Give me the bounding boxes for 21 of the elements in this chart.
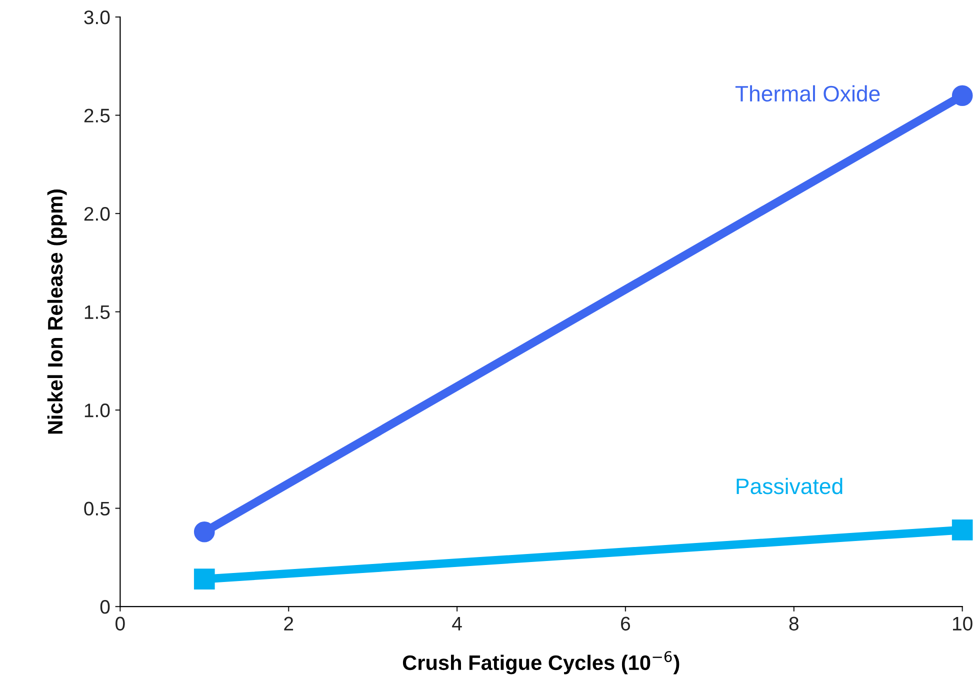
y-tick-label: 0.5 [84, 502, 110, 516]
y-tick-label: 1.0 [84, 404, 110, 418]
x-tick-label: 6 [621, 616, 630, 631]
x-tick-label: 2 [284, 616, 294, 630]
y-tick-label: 2.5 [84, 108, 110, 122]
point [194, 568, 215, 590]
x-axis-title: Crush Fatigue Cycles (10$^{−6}$) [402, 651, 680, 674]
series-label: Passivated [736, 478, 842, 494]
y-tick-label: 0 [100, 600, 110, 614]
x-tick-label: 0 [116, 616, 125, 631]
y-tick-label: 2.0 [84, 206, 110, 221]
point [952, 520, 973, 540]
x-tick-label: 4 [452, 616, 462, 630]
x-tick-label: 8 [789, 616, 798, 631]
y-tick-label: 3.0 [84, 10, 110, 24]
y-tick-label: 1.5 [84, 305, 110, 320]
x-tick-label: 10 [953, 616, 972, 631]
series-label: Thermal Oxide [735, 85, 880, 102]
point [952, 85, 973, 106]
point [194, 521, 215, 542]
y-axis-title: Nickel Ion Release (ppm) [47, 190, 67, 434]
